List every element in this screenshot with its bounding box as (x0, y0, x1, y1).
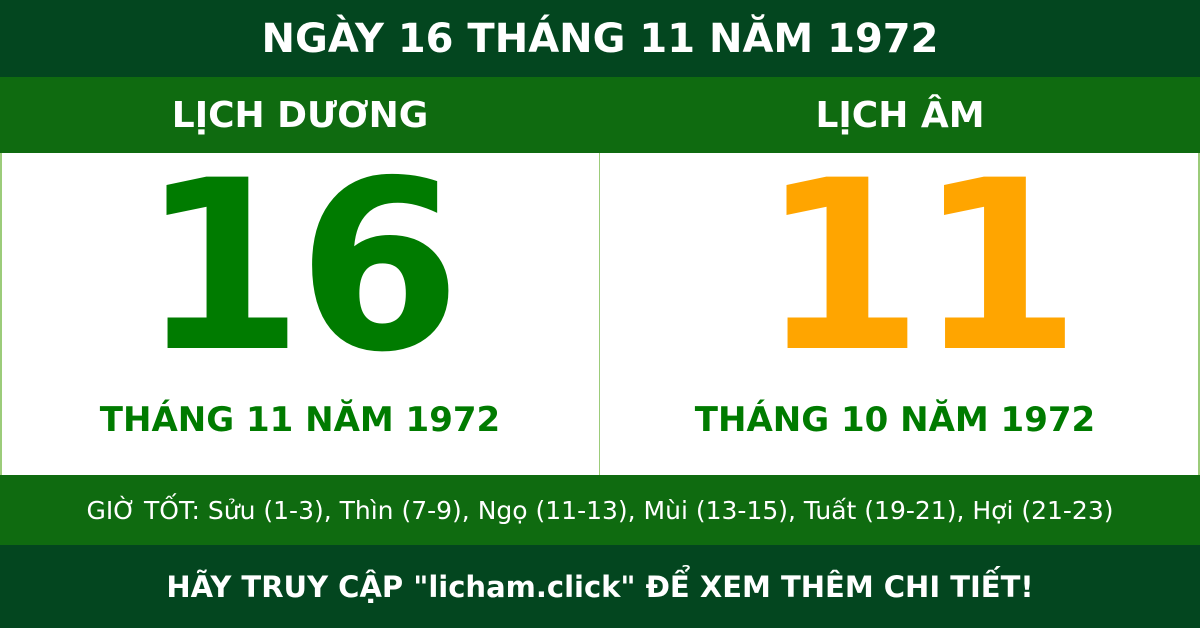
column-divider (599, 153, 600, 475)
calendar-headers: LỊCH DƯƠNG LỊCH ÂM (0, 77, 1200, 153)
calendar-body (0, 153, 1200, 475)
lunar-month-year: THÁNG 10 NĂM 1972 (694, 400, 1096, 440)
solar-month-year: THÁNG 11 NĂM 1972 (99, 400, 501, 440)
page-title: NGÀY 16 THÁNG 11 NĂM 1972 (0, 0, 1200, 77)
solar-calendar-label: LỊCH DƯƠNG (171, 94, 429, 136)
solar-day: 16 (140, 131, 461, 404)
footer-cta: HÃY TRUY CẬP "licham.click" ĐỂ XEM THÊM … (0, 545, 1200, 628)
lunar-calendar-label: LỊCH ÂM (815, 94, 985, 136)
good-hours: GIỜ TỐT: Sửu (1-3), Thìn (7-9), Ngọ (11-… (0, 475, 1200, 545)
lunar-day: 11 (760, 131, 1081, 404)
